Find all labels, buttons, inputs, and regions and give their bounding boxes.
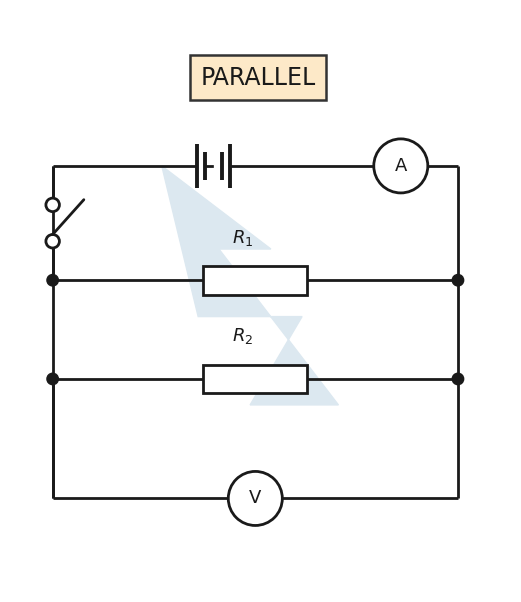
Text: V: V — [249, 489, 262, 507]
Text: PARALLEL: PARALLEL — [200, 66, 316, 90]
Bar — [203, 266, 307, 294]
Circle shape — [374, 139, 428, 193]
Circle shape — [47, 373, 58, 385]
Circle shape — [47, 275, 58, 286]
Circle shape — [46, 198, 59, 212]
Circle shape — [228, 471, 282, 526]
Circle shape — [452, 373, 464, 385]
Text: $R_2$: $R_2$ — [232, 326, 253, 347]
Circle shape — [46, 235, 59, 248]
Text: $R_1$: $R_1$ — [232, 228, 253, 248]
Bar — [203, 365, 307, 393]
Circle shape — [452, 275, 464, 286]
Polygon shape — [162, 166, 339, 405]
Text: A: A — [394, 157, 407, 175]
